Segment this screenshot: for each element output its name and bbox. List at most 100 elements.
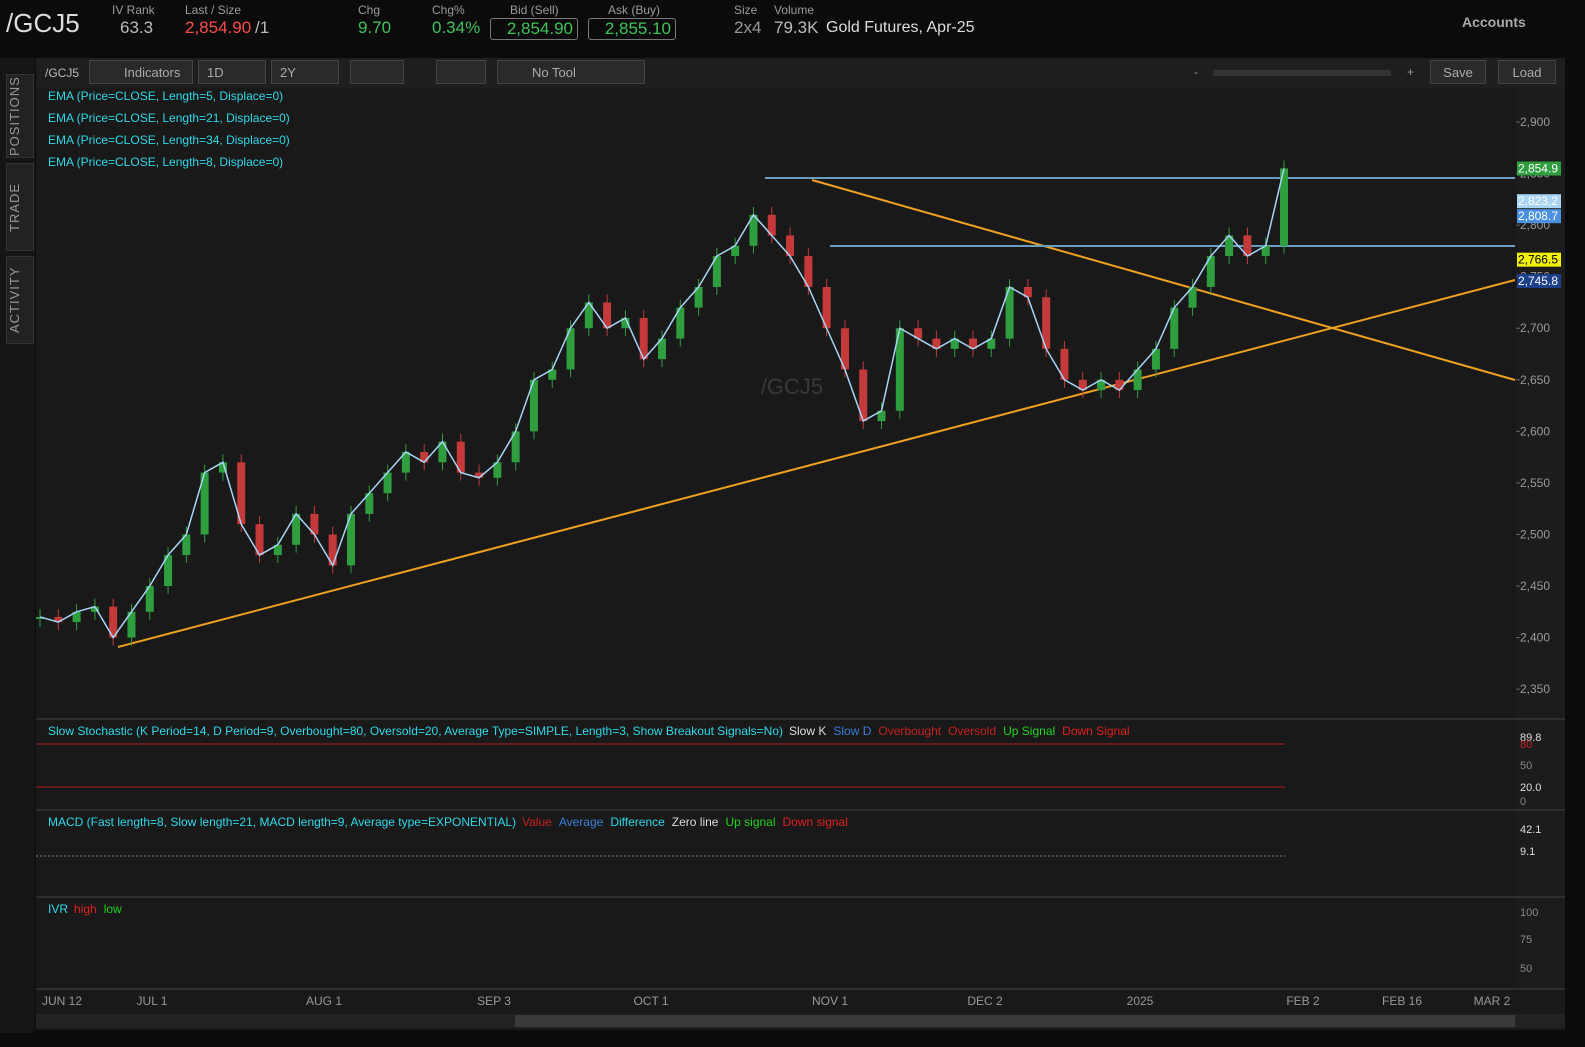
candle [310,513,319,535]
candle [383,472,392,494]
y-tick-label: 2,600 [1520,424,1550,438]
legend-item: Difference [610,815,665,829]
candle [548,369,557,380]
field-extra: /1 [255,18,270,37]
x-tick-label: 2025 [1127,994,1154,1008]
legend-item: low [104,902,122,916]
candle [1078,379,1087,391]
y-tick-label: 2,550 [1520,476,1550,490]
x-tick-label: SEP 3 [477,994,511,1008]
candle [694,287,703,308]
candle [292,513,301,545]
zoom-slider[interactable] [1213,70,1391,76]
candle [1225,235,1234,257]
price-label-box [1517,252,1561,267]
x-tick-label: JUL 1 [137,994,168,1008]
range-select[interactable]: 2Y [271,60,339,84]
candle [1133,369,1142,391]
candle [1023,287,1032,298]
axis-label: 0 [1520,796,1526,808]
drawings[interactable] [436,60,486,84]
legend-item: Value [522,815,552,829]
watermark: /GCJ5 [761,374,823,399]
candle [475,472,484,478]
candle [347,513,355,566]
price-label: 2,745.8 [1518,274,1558,288]
field-label: Volume [774,3,815,17]
candle [1060,348,1069,380]
study-title: MACD (Fast length=8, Slow length=21, MAC… [48,815,516,829]
axis-label: 20.0 [1520,782,1541,794]
x-tick-label: JUN 12 [42,994,82,1008]
candle [1261,245,1270,257]
axis-label: 80 [1520,739,1532,751]
candle [438,441,447,463]
price-label-box [1517,209,1561,224]
legend-item: Down signal [783,815,848,829]
tool-select[interactable]: No Tool [497,60,645,84]
candle [255,524,264,556]
candle [987,338,996,349]
study-label: EMA (Price=CLOSE, Length=8, Displace=0) [48,155,283,169]
chart-style[interactable] [350,60,404,84]
candle [127,611,136,638]
candle [273,544,282,556]
load-button[interactable]: Load [1498,60,1556,84]
candle [804,256,813,288]
candle [1280,168,1288,246]
field-value: 63.3 [120,18,154,37]
candle [493,462,502,478]
candle [145,586,154,612]
candle [1097,379,1106,391]
candle [182,534,191,556]
candle [639,317,648,360]
legend-item: Zero line [672,815,719,829]
candle [529,379,538,432]
x-tick-label: DEC 2 [967,994,1003,1008]
interval-select[interactable]: 1D [198,60,266,84]
field-value: 2x4 [734,18,762,37]
candle [1188,287,1197,308]
y-tick-label: 2,900 [1520,115,1550,129]
price-label: 2,823.2 [1518,194,1558,208]
candle [420,451,429,463]
candle [365,493,374,514]
axis-label: 100 [1520,907,1538,919]
price-label: 2,766.5 [1518,253,1558,267]
candle [932,338,941,349]
legend-item: Down Signal [1062,724,1129,738]
legend-item: high [74,902,97,916]
zoom-out[interactable]: - [1194,65,1198,79]
study-label: EMA (Price=CLOSE, Length=34, Displace=0) [48,133,290,147]
candle [1042,297,1051,349]
field-label: Size [734,3,758,17]
save-button[interactable]: Save [1430,60,1486,84]
candle [401,451,410,473]
candle [237,462,246,525]
candle [1243,235,1252,257]
legend-item: Average [559,815,604,829]
price-label: 2,808.7 [1518,209,1558,223]
accounts-menu[interactable]: Accounts [1462,14,1526,30]
y-tick-label: 2,500 [1520,527,1550,541]
candle [36,616,44,619]
candle [109,606,118,638]
indicators-button[interactable]: Indicators [89,60,193,84]
candle [840,328,849,370]
candle [1206,256,1215,288]
legend-item: Slow D [833,724,871,738]
candle [969,338,977,349]
axis-label: 42.1 [1520,824,1541,836]
zoom-in[interactable]: + [1407,65,1415,79]
candle [676,307,685,339]
x-tick-label: OCT 1 [633,994,668,1008]
y-tick-label: 2,400 [1520,631,1550,645]
candle [877,410,886,422]
candle [164,555,173,587]
price-label: 2,854.9 [1518,162,1558,176]
field-value: 0.34% [432,18,481,37]
axis-label: 50 [1520,760,1532,772]
study-title: IVR [48,902,68,916]
candle [621,317,630,329]
